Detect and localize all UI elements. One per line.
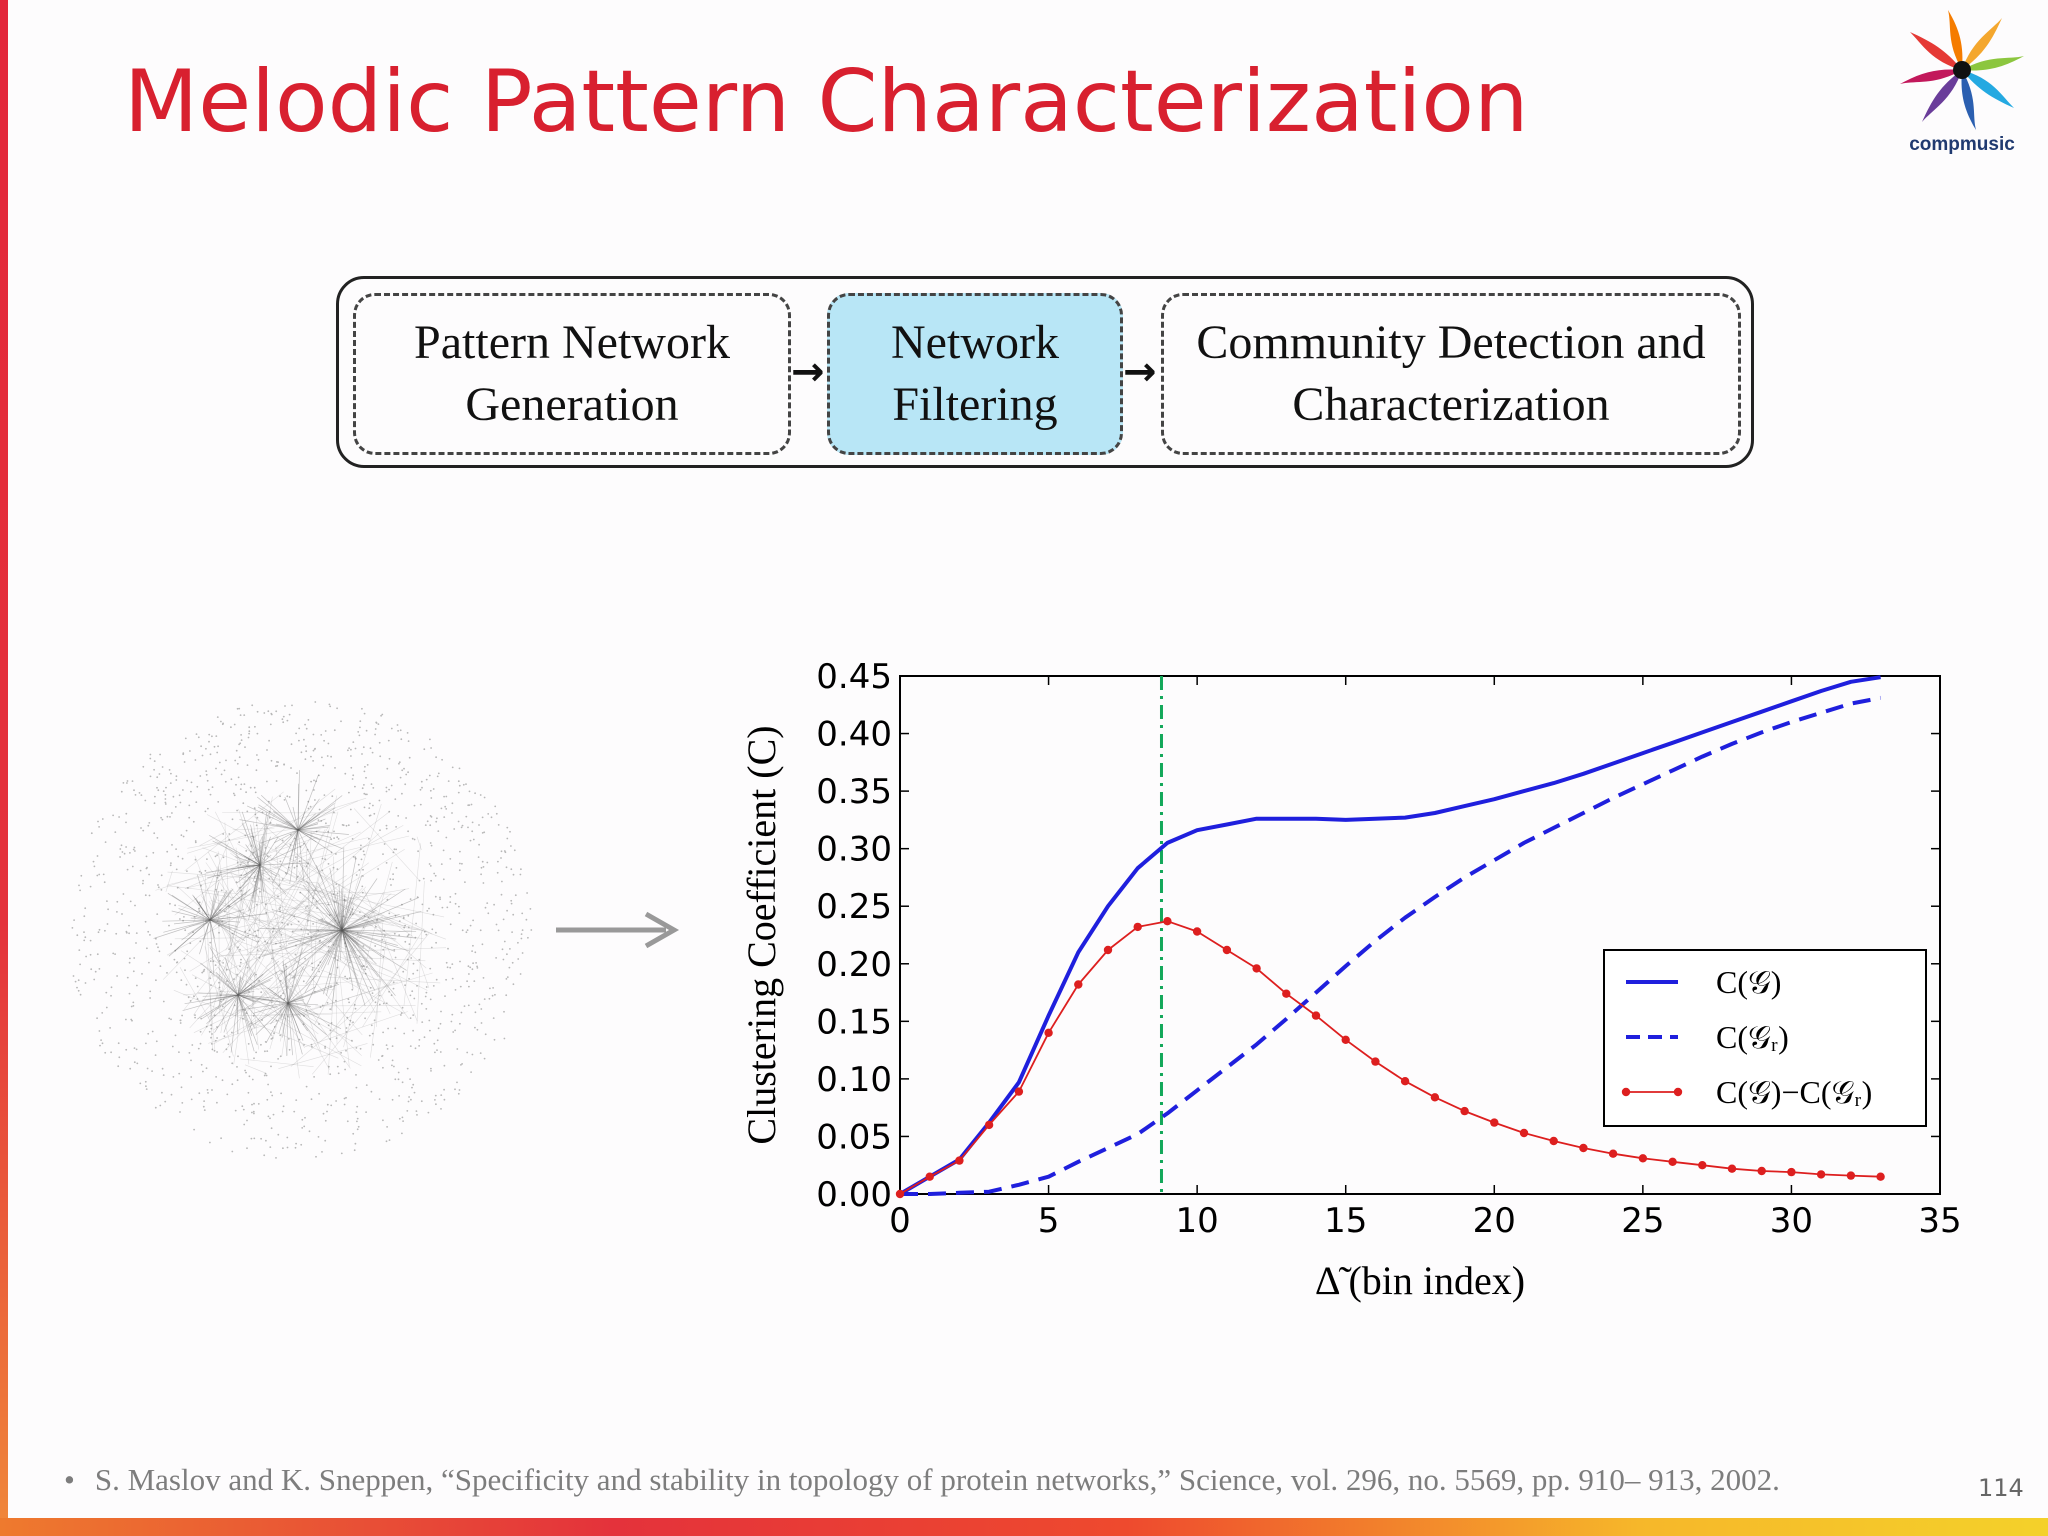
y-tick-label: 0.45 (816, 657, 892, 697)
y-tick-label: 0.25 (816, 887, 892, 927)
series-point (1608, 1149, 1618, 1158)
clustering-coefficient-chart: 0 5 10 15 20 25 30 35 0.00 0.05 0.10 0.15 0.20 0.25 0.… (739, 657, 1962, 1303)
series-point (1638, 1154, 1648, 1163)
compmusic-logo-icon (1900, 10, 2024, 130)
network-edges (153, 770, 447, 1079)
plot-frame (899, 675, 1941, 1195)
pattern-network-graph-image (71, 701, 533, 1159)
stage-label: Community Detection and Characterization (1196, 316, 1706, 431)
citation-bullet: • (64, 1462, 75, 1497)
series-point (1163, 917, 1172, 926)
compmusic-logo: compmusic (1896, 8, 2028, 156)
citation: • S. Maslov and K. Sneppen, “Specificity … (64, 1462, 1780, 1498)
y-axis-label: Clustering Coefficient (C) (739, 725, 784, 1144)
y-tick-label: 0.00 (816, 1175, 892, 1215)
left-accent-strip (0, 0, 8, 1536)
x-axis-label: Δ̃ (bin index) (1315, 1258, 1525, 1303)
series-point (1341, 1035, 1350, 1044)
x-tick-label: 20 (1473, 1201, 1516, 1241)
series-point (1519, 1128, 1529, 1138)
series-point (925, 1172, 934, 1181)
stage-pattern-network-generation: Pattern Network Generation (353, 293, 791, 455)
series-point (1133, 922, 1142, 932)
series-point (1311, 1011, 1321, 1020)
x-tick-label: 5 (1038, 1201, 1060, 1241)
y-tick-label: 0.05 (816, 1117, 892, 1157)
series-point (1698, 1161, 1707, 1170)
series-point (1252, 964, 1261, 973)
bottom-accent-strip (0, 1518, 2048, 1536)
series-point (1846, 1171, 1856, 1180)
series-point (1757, 1166, 1766, 1176)
legend-label: C(𝒢)−C(𝒢ᵣ) (1716, 1074, 1872, 1110)
legend-marker (1621, 1087, 1631, 1097)
y-tick-label: 0.30 (816, 830, 892, 870)
legend-label: C(𝒢) (1716, 964, 1781, 1000)
series-point (984, 1120, 994, 1130)
series-line-1 (900, 695, 1881, 1196)
y-tick-label: 0.10 (816, 1060, 892, 1100)
legend-marker (1673, 1087, 1683, 1097)
series-point (955, 1156, 964, 1165)
series-point (1787, 1167, 1796, 1177)
series-point (1490, 1118, 1499, 1127)
x-tick-label: 30 (1770, 1201, 1813, 1241)
y-tick-label: 0.35 (816, 772, 892, 812)
series-point (1668, 1157, 1677, 1166)
logo-text: compmusic (1909, 134, 2015, 155)
y-tick-label: 0.20 (816, 945, 892, 985)
series-point (1222, 945, 1232, 955)
legend-label: C(𝒢ᵣ) (1716, 1019, 1789, 1055)
x-tick-label: 10 (1176, 1201, 1219, 1241)
series-point (1400, 1077, 1410, 1086)
network-nodes (71, 701, 533, 1159)
series-point (1074, 980, 1083, 989)
stage-label: Pattern Network Generation (414, 316, 730, 431)
series-point (1460, 1106, 1469, 1116)
series-point (1044, 1028, 1053, 1037)
series-point (1192, 927, 1202, 936)
pipeline-diagram: Pattern Network Generation → Network Fil… (336, 276, 1754, 468)
slide-title: Melodic Pattern Characterization (124, 52, 1529, 152)
citation-text: S. Maslov and K. Sneppen, “Specificity a… (94, 1462, 1780, 1497)
x-tick-label: 35 (1918, 1201, 1961, 1241)
stage-community-detection: Community Detection and Characterization (1161, 293, 1741, 455)
arrow-right-icon: → (791, 349, 825, 395)
series-point (1579, 1143, 1588, 1153)
series-point (895, 1189, 905, 1199)
series-point (1430, 1093, 1440, 1102)
stage-network-filtering: Network Filtering (827, 293, 1123, 455)
arrow-right-icon (556, 911, 680, 949)
series-line-2 (899, 920, 1881, 1195)
series-point (1014, 1087, 1024, 1096)
series-point (1371, 1057, 1380, 1066)
stage-label: Network Filtering (891, 316, 1059, 431)
x-tick-label: 25 (1621, 1201, 1664, 1241)
series-point (1816, 1170, 1826, 1179)
series-point (1727, 1164, 1737, 1173)
arrow-right-icon: → (1123, 349, 1157, 395)
series-line-0 (898, 675, 1881, 1196)
x-tick-label: 15 (1324, 1201, 1367, 1241)
y-tick-label: 0.15 (816, 1002, 892, 1042)
x-tick-label: 0 (889, 1201, 911, 1241)
page-number: 114 (1978, 1474, 2024, 1502)
series-point (1103, 945, 1113, 955)
series-point (1549, 1136, 1558, 1146)
y-tick-label: 0.40 (816, 715, 892, 755)
series-point (1282, 989, 1291, 998)
series-point (1876, 1172, 1885, 1181)
